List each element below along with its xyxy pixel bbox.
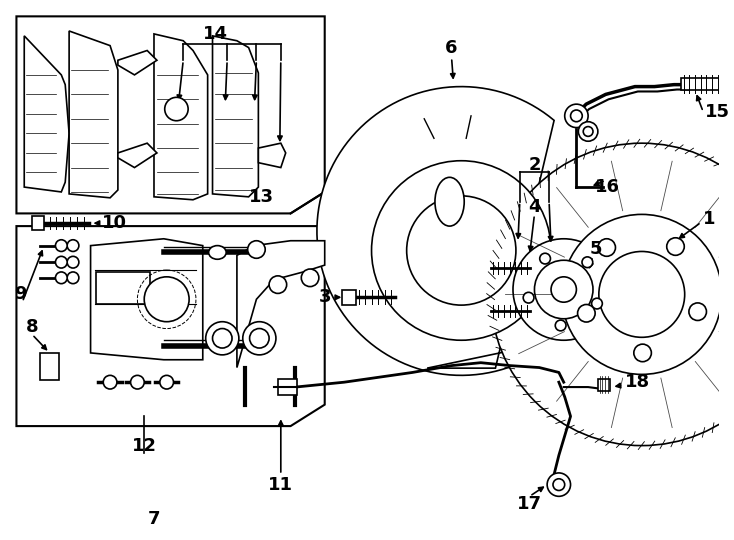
Circle shape — [247, 241, 265, 258]
Circle shape — [160, 375, 173, 389]
Circle shape — [56, 240, 68, 252]
Circle shape — [534, 260, 593, 319]
Text: 14: 14 — [203, 25, 228, 43]
Circle shape — [562, 214, 722, 374]
Polygon shape — [16, 16, 324, 213]
Circle shape — [539, 253, 550, 264]
Circle shape — [68, 240, 79, 252]
Text: 5: 5 — [589, 240, 602, 258]
Circle shape — [523, 292, 534, 303]
Polygon shape — [16, 226, 324, 426]
Polygon shape — [154, 34, 208, 200]
Text: 6: 6 — [446, 38, 458, 57]
Circle shape — [250, 328, 269, 348]
Polygon shape — [118, 51, 157, 75]
Text: 11: 11 — [269, 476, 294, 494]
Text: 10: 10 — [102, 214, 127, 232]
Text: 3: 3 — [319, 288, 331, 306]
Circle shape — [592, 298, 603, 309]
Circle shape — [206, 322, 239, 355]
Text: 8: 8 — [26, 318, 38, 335]
Ellipse shape — [208, 246, 226, 259]
Circle shape — [164, 97, 188, 121]
Text: 1: 1 — [703, 210, 716, 228]
Text: 16: 16 — [595, 178, 620, 196]
Circle shape — [68, 272, 79, 284]
Circle shape — [247, 334, 265, 352]
Circle shape — [301, 269, 319, 287]
Circle shape — [269, 276, 287, 293]
Text: 7: 7 — [148, 510, 160, 528]
Circle shape — [689, 303, 706, 320]
Circle shape — [68, 256, 79, 268]
Bar — [342, 289, 356, 305]
Polygon shape — [237, 241, 324, 368]
Circle shape — [564, 104, 588, 127]
Circle shape — [578, 305, 595, 322]
Polygon shape — [118, 143, 157, 167]
Circle shape — [582, 257, 593, 268]
Polygon shape — [213, 36, 258, 197]
Bar — [278, 379, 297, 395]
Text: 15: 15 — [705, 103, 730, 121]
Text: 9: 9 — [14, 285, 26, 303]
Circle shape — [555, 320, 566, 331]
Circle shape — [490, 143, 734, 446]
Circle shape — [570, 110, 582, 122]
Circle shape — [666, 238, 684, 255]
Circle shape — [371, 161, 551, 340]
Circle shape — [56, 272, 68, 284]
Circle shape — [584, 126, 593, 136]
Circle shape — [407, 196, 516, 305]
Circle shape — [578, 122, 598, 141]
Circle shape — [599, 252, 685, 338]
Circle shape — [553, 479, 564, 490]
Circle shape — [56, 256, 68, 268]
Circle shape — [598, 239, 616, 256]
Bar — [598, 379, 609, 391]
Bar — [40, 353, 59, 380]
Bar — [96, 272, 150, 304]
Bar — [681, 78, 722, 91]
Text: 2: 2 — [528, 156, 541, 174]
Bar — [32, 217, 44, 230]
Bar — [529, 239, 567, 340]
Circle shape — [243, 322, 276, 355]
Text: 4: 4 — [528, 198, 541, 215]
Polygon shape — [317, 86, 554, 375]
Text: 18: 18 — [625, 373, 650, 391]
Polygon shape — [69, 31, 118, 198]
Circle shape — [103, 375, 117, 389]
Circle shape — [551, 277, 576, 302]
Text: 12: 12 — [131, 437, 157, 455]
Circle shape — [547, 473, 570, 496]
Polygon shape — [258, 143, 286, 167]
Text: 13: 13 — [249, 188, 274, 206]
Circle shape — [513, 239, 614, 340]
Text: 17: 17 — [517, 495, 542, 513]
Polygon shape — [24, 36, 69, 192]
Polygon shape — [90, 239, 203, 360]
Circle shape — [145, 277, 189, 322]
Circle shape — [213, 328, 232, 348]
Circle shape — [634, 344, 651, 362]
Ellipse shape — [435, 177, 464, 226]
Circle shape — [131, 375, 145, 389]
